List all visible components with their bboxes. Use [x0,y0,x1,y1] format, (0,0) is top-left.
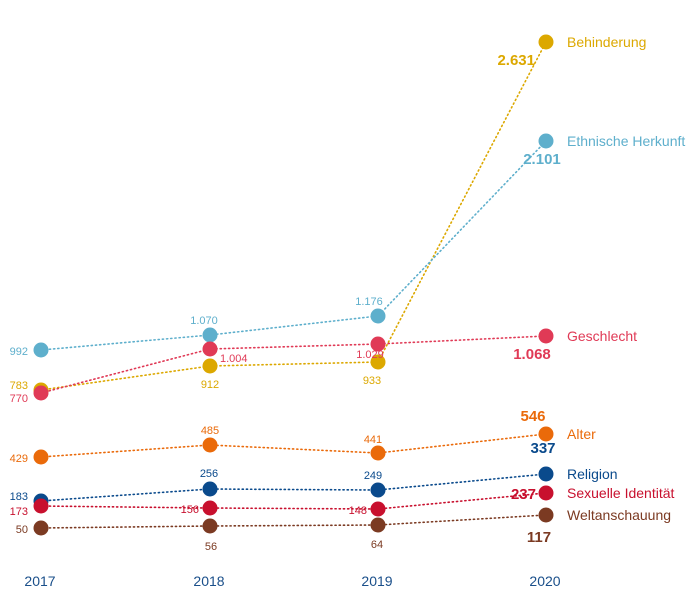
data-point-behinderung-2020 [538,34,554,50]
data-label-alter-2019: 441 [364,434,382,446]
series-line-ethnische-herkunft [40,140,547,351]
data-label-geschlecht-2019: 1.029 [356,349,384,361]
data-point-geschlecht-2020 [538,328,554,344]
series-points [33,34,554,536]
series-line-geschlecht [40,335,547,394]
data-point-weltanschauung-2020 [538,507,554,523]
data-point-religion-2018 [202,481,218,497]
series-line-religion [40,473,547,502]
data-label-weltanschauung-2019: 64 [371,539,383,551]
x-tick-label-2019: 2019 [361,573,392,589]
data-label-alter-2018: 485 [201,425,219,437]
x-axis: 2017 2018 2019 2020 [24,573,560,589]
series-name-alter: Alter [567,426,596,442]
data-label-religion-2017: 183 [10,491,28,503]
data-point-ethnische-herkunft-2017 [33,342,49,358]
series-line-sexuelle-identitaet [40,492,547,510]
data-point-religion-2019 [370,482,386,498]
series-name-ethnische-herkunft: Ethnische Herkunft [567,133,685,149]
data-point-alter-2018 [202,437,218,453]
data-point-geschlecht-2017 [33,385,49,401]
data-point-alter-2017 [33,449,49,465]
series-name-weltanschauung: Weltanschauung [567,507,671,523]
series-name-behinderung: Behinderung [567,34,646,50]
data-point-sexuelle-identitaet-2019 [370,501,386,517]
series-name-religion: Religion [567,466,618,482]
data-label-religion-2019: 249 [364,470,382,482]
series-line-alter [40,433,547,458]
series-lines [40,41,547,529]
data-label-behinderung-2020: 2.631 [497,52,535,69]
data-label-sexuelle-identitaet-2018: 156 [181,504,199,516]
series-name-sexuelle-identitaet: Sexuelle Identität [567,485,675,501]
data-label-religion-2018: 256 [200,468,218,480]
data-point-sexuelle-identitaet-2018 [202,500,218,516]
data-label-weltanschauung-2018: 56 [205,541,217,553]
data-point-geschlecht-2019 [370,336,386,352]
data-label-geschlecht-2017: 770 [10,393,28,405]
data-label-alter-2020: 546 [520,408,545,425]
series-line-behinderung [40,41,547,391]
data-label-behinderung-2018: 912 [201,379,219,391]
data-label-weltanschauung-2020: 117 [527,529,551,546]
data-label-ethnische-herkunft-2018: 1.070 [190,315,218,327]
data-point-religion-2020 [538,466,554,482]
data-point-ethnische-herkunft-2019 [370,308,386,324]
series-line-weltanschauung [40,514,547,529]
data-label-sexuelle-identitaet-2017: 173 [10,506,28,518]
data-label-ethnische-herkunft-2017: 992 [10,346,28,358]
data-label-behinderung-2017: 783 [10,380,28,392]
x-tick-label-2017: 2017 [24,573,55,589]
data-label-geschlecht-2020: 1.068 [513,346,551,363]
data-label-sexuelle-identitaet-2020: 237 [511,486,536,503]
data-label-alter-2017: 429 [10,453,28,465]
data-label-weltanschauung-2017: 50 [16,524,28,536]
data-label-sexuelle-identitaet-2019: 148 [349,505,367,517]
data-point-geschlecht-2018 [202,341,218,357]
data-point-weltanschauung-2018 [202,518,218,534]
data-label-religion-2020: 337 [530,440,555,457]
data-point-weltanschauung-2019 [370,517,386,533]
data-point-ethnische-herkunft-2018 [202,327,218,343]
x-tick-label-2018: 2018 [193,573,224,589]
data-label-ethnische-herkunft-2020: 2.101 [523,151,561,168]
data-point-ethnische-herkunft-2020 [538,133,554,149]
data-label-geschlecht-2018: 1.004 [220,353,248,365]
series-name-geschlecht: Geschlecht [567,328,637,344]
data-point-alter-2020 [538,426,554,442]
data-point-alter-2019 [370,445,386,461]
data-point-sexuelle-identitaet-2020 [538,485,554,501]
data-point-behinderung-2018 [202,358,218,374]
x-tick-label-2020: 2020 [529,573,560,589]
data-point-weltanschauung-2017 [33,520,49,536]
data-label-behinderung-2019: 933 [363,375,381,387]
data-point-behinderung-2019 [370,354,386,370]
value-labels: 783 912 933 2.631 Behinderung 992 1.070 1.176 2.… [10,34,686,553]
data-point-sexuelle-identitaet-2017 [33,498,49,514]
data-label-ethnische-herkunft-2019: 1.176 [355,296,383,308]
